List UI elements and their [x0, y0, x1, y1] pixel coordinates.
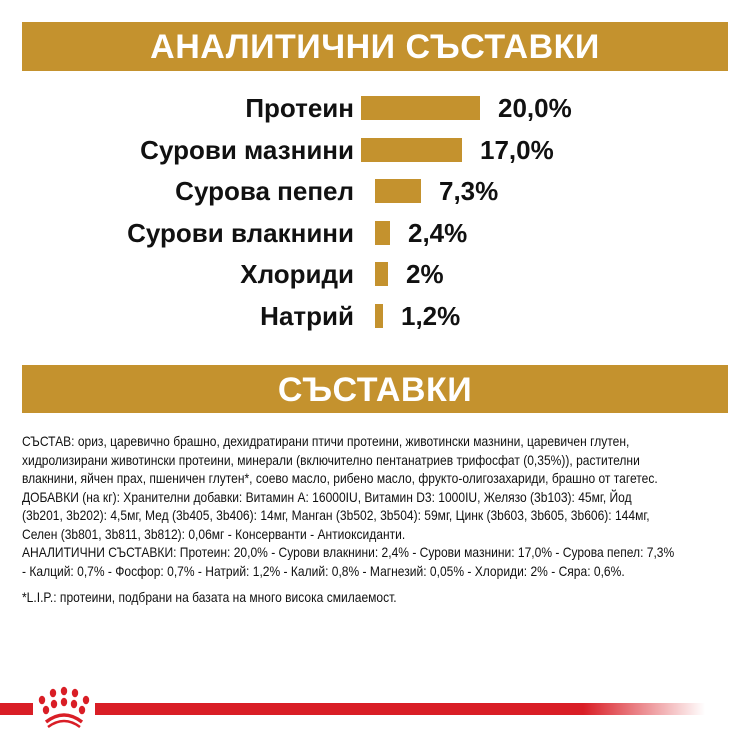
- bar-value: 2,4%: [408, 218, 468, 248]
- composition-line: хидролизирани животински протеини, минер…: [22, 451, 640, 468]
- chart-row: Сурови влакнини 2,4%: [0, 218, 750, 248]
- bar: [375, 262, 388, 286]
- chart-row: Протеин 20,0%: [0, 93, 750, 123]
- bar-value: 1,2%: [401, 301, 461, 331]
- footnote: *L.I.P.: протеини, подбрани на базата на…: [22, 589, 397, 605]
- bar: [375, 304, 383, 328]
- bar-label: Сурови мазнини: [140, 135, 354, 165]
- chart-row: Хлориди 2%: [0, 259, 750, 289]
- ingredients-header: СЪСТАВКИ: [22, 365, 728, 413]
- composition-line: влакнини, яйчен прах, пшеничен глутен*, …: [22, 470, 658, 486]
- composition-text: СЪСТАВ: ориз, царевично брашно, дехидрат…: [22, 432, 750, 580]
- bar-label: Хлориди: [240, 259, 354, 289]
- bar: [361, 138, 462, 162]
- chart-row: Сурова пепел 7,3%: [0, 176, 750, 206]
- chart-row: Натрий 1,2%: [0, 301, 750, 331]
- composition-line: СЪСТАВ: ориз, царевично брашно, дехидрат…: [22, 433, 630, 449]
- composition-line: АНАЛИТИЧНИ СЪСТАВКИ: Протеин: 20,0% - Су…: [22, 544, 675, 560]
- bar-label: Натрий: [260, 301, 354, 331]
- bar-value: 2%: [406, 259, 444, 289]
- chart-row: Сурови мазнини 17,0%: [0, 135, 750, 165]
- composition-line: - Калций: 0,7% - Фосфор: 0,7% - Натрий: …: [22, 562, 625, 579]
- bar-value: 20,0%: [498, 93, 572, 123]
- bar: [361, 96, 480, 120]
- brand-line-right: [95, 703, 705, 715]
- bar-value: 7,3%: [439, 176, 499, 206]
- composition-line: (3b201, 3b202): 4,5мг, Мед (3b405, 3b406…: [22, 507, 650, 523]
- bar-label: Сурови влакнини: [127, 218, 354, 248]
- analytical-header: АНАЛИТИЧНИ СЪСТАВКИ: [22, 22, 728, 71]
- composition-line: ДОБАВКИ (на кг): Хранителни добавки: Вит…: [22, 488, 632, 505]
- bar-label: Сурова пепел: [175, 176, 354, 206]
- bar-value: 17,0%: [480, 135, 554, 165]
- royal-canin-crown-icon: [38, 686, 90, 729]
- brand-line-left: [0, 703, 33, 715]
- bar: [375, 221, 390, 245]
- bar-label: Протеин: [245, 93, 354, 123]
- bar: [375, 179, 421, 203]
- composition-line: Селен (3b801, 3b811, 3b812): 0,06мг - Ко…: [22, 525, 406, 542]
